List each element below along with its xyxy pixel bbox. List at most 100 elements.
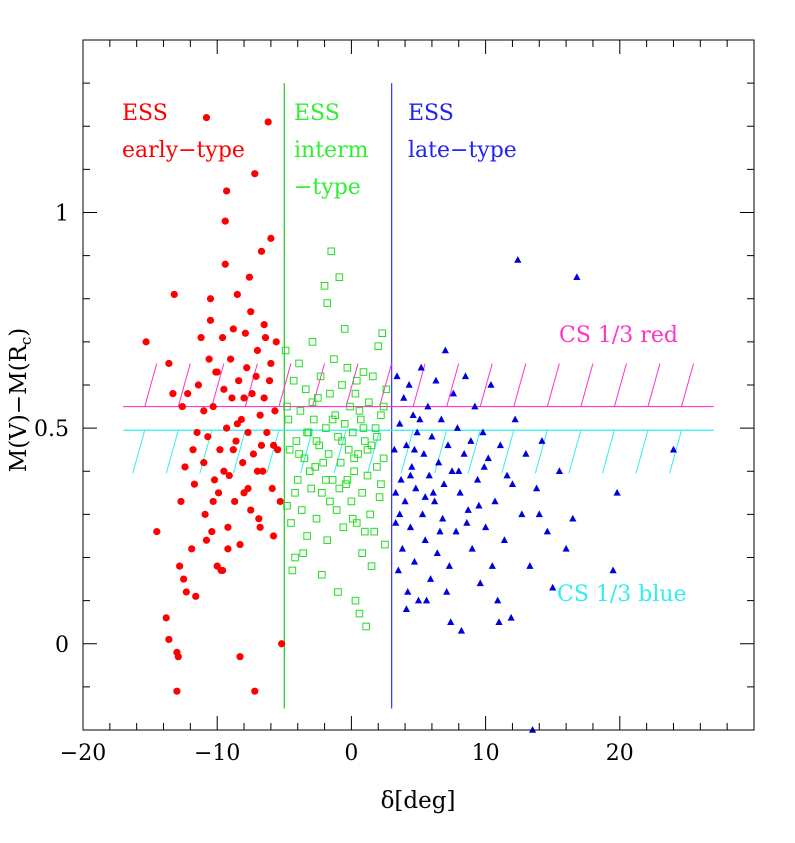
blue-point [416, 415, 424, 423]
green-point [361, 527, 369, 536]
red-point [239, 459, 247, 467]
blue-point [457, 626, 466, 634]
blue-point [406, 471, 415, 479]
red-point [222, 424, 231, 432]
red-point [255, 515, 263, 523]
red-point [229, 446, 237, 454]
y-tick-label: 0.5 [34, 417, 69, 442]
red-point [188, 545, 196, 553]
green-point [335, 484, 344, 493]
blue-point [398, 544, 406, 552]
red-point [193, 428, 201, 437]
green-point [331, 411, 340, 419]
band-hatch [479, 363, 493, 407]
red-point [252, 372, 260, 380]
blue-point [522, 450, 530, 457]
green-point [350, 467, 358, 476]
blue-point [463, 519, 471, 526]
red-point [165, 635, 173, 644]
blue-point [393, 372, 401, 380]
green-point [320, 282, 329, 290]
red-point [269, 441, 278, 449]
green-point [339, 523, 348, 532]
green-point [323, 299, 332, 307]
blue-point [413, 428, 421, 436]
band-hatch [132, 430, 146, 474]
green-point [340, 325, 349, 333]
red-point [221, 217, 229, 225]
green-point [305, 467, 314, 476]
band-hatch [613, 363, 627, 407]
red-point [218, 333, 227, 342]
green-point [285, 445, 294, 454]
band-hatch [266, 430, 280, 474]
blue-point [449, 389, 457, 397]
blue-point [452, 527, 460, 535]
reference-lines-layer [123, 83, 714, 709]
red-point [222, 187, 231, 195]
blue-point [507, 613, 515, 621]
label-ess-early-type-line: early−type [122, 138, 245, 163]
blue-point [460, 450, 468, 457]
blue-point [476, 579, 484, 587]
band-hatch [412, 363, 426, 407]
red-point [205, 355, 213, 363]
green-point [351, 389, 360, 398]
red-point [244, 484, 252, 493]
green-point [359, 424, 368, 432]
green-point [355, 407, 364, 415]
green-point [288, 566, 297, 575]
red-point [248, 390, 256, 398]
red-point [174, 653, 182, 661]
red-point [206, 295, 215, 303]
blue-point [447, 618, 455, 625]
blue-point [433, 549, 441, 556]
green-point [361, 437, 369, 445]
green-point [292, 437, 301, 445]
band-hatch [467, 430, 481, 474]
red-point [260, 394, 268, 402]
annotations-layer: ESS early−type ESS interm −type ESS late−type C… [122, 101, 687, 607]
label-ess-interm-type-line: −type [294, 175, 361, 200]
red-point [231, 497, 239, 506]
red-point [251, 170, 259, 178]
green-point [362, 622, 370, 631]
blue-point [569, 514, 577, 522]
blue-point [414, 596, 423, 604]
green-point [367, 441, 376, 450]
blue-point [471, 402, 479, 410]
red-point [247, 308, 255, 316]
green-point [319, 458, 328, 467]
green-point [318, 489, 326, 497]
red-point [257, 441, 266, 449]
green-point [283, 402, 291, 411]
green-point [318, 570, 326, 579]
red-point [220, 467, 228, 475]
red-point [260, 321, 268, 329]
blue-point [468, 544, 476, 552]
green-point [335, 273, 344, 281]
blue-point [404, 588, 412, 595]
green-point [377, 411, 385, 419]
blue-point [421, 493, 429, 500]
red-point [197, 333, 205, 342]
label-ess-interm-type-line: interm [294, 138, 369, 163]
red-point [236, 653, 244, 661]
red-point [276, 497, 284, 506]
band-hatch [601, 430, 615, 474]
blue-point [392, 519, 400, 526]
green-point [316, 372, 325, 381]
blue-point [409, 411, 417, 418]
band-hatch [635, 430, 649, 474]
green-point [310, 415, 318, 424]
band-hatch [379, 363, 393, 407]
green-point [295, 450, 303, 458]
green-point [334, 588, 342, 596]
blue-point [436, 527, 444, 535]
red-point [224, 523, 232, 531]
blue-point [467, 437, 475, 444]
band-hatch [232, 430, 246, 474]
blue-point [417, 363, 425, 371]
blue-point [401, 497, 409, 505]
green-point [338, 437, 346, 445]
